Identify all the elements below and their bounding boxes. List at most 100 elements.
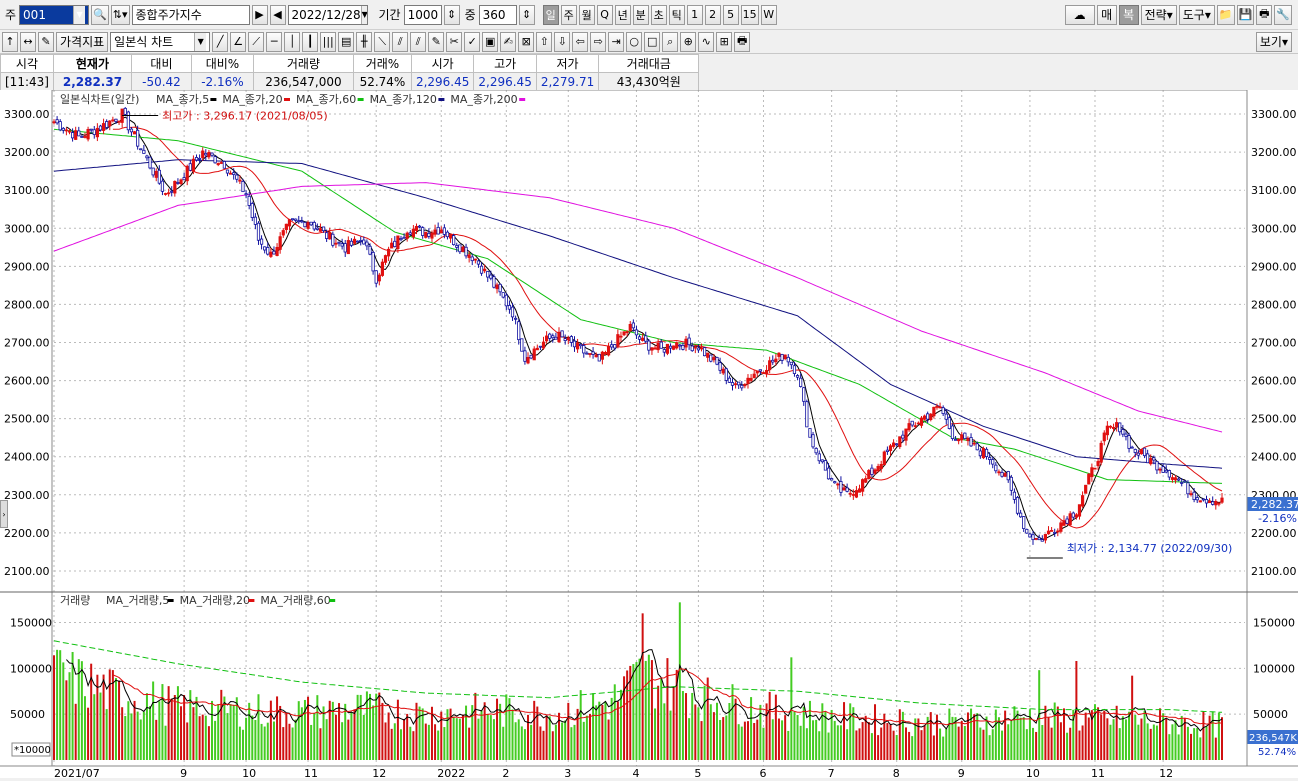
- pen-icon[interactable]: ✎: [428, 31, 445, 52]
- candle-body: [1124, 433, 1128, 437]
- hline-icon[interactable]: ─: [266, 31, 283, 52]
- timeframe-button[interactable]: 년: [614, 4, 631, 25]
- y-tick-label-left: 3300.00: [4, 108, 50, 121]
- volume-scale-note: *10000: [14, 745, 51, 756]
- period-input[interactable]: 1000: [403, 4, 442, 25]
- volume-bar: [997, 717, 1000, 760]
- toolbar-btn-buy[interactable]: 매: [1096, 4, 1117, 25]
- print-icon[interactable]: 🖶: [734, 31, 751, 52]
- timeframe-button[interactable]: 초: [650, 4, 667, 25]
- left-icon[interactable]: ⇦: [572, 31, 589, 52]
- edit-icon[interactable]: ✎: [38, 31, 54, 52]
- bold-vline-icon[interactable]: ┃: [302, 31, 319, 52]
- search-icon[interactable]: 🔍: [91, 4, 109, 25]
- zoom-stepper-icon[interactable]: ⇕: [518, 4, 535, 25]
- square-icon[interactable]: □: [644, 31, 661, 52]
- volume-bar: [1171, 724, 1174, 760]
- wave-icon[interactable]: ∿: [698, 31, 715, 52]
- delete-icon[interactable]: ⊠: [518, 31, 535, 52]
- tools-dropdown[interactable]: 도구 ▾: [1178, 4, 1215, 25]
- magnify-icon[interactable]: ⌕: [662, 31, 679, 52]
- fibo-time-icon[interactable]: |||: [320, 31, 337, 52]
- chart-type-select[interactable]: 일본식 차트 ▼: [110, 31, 211, 52]
- volume-bar: [1025, 729, 1028, 760]
- view-button[interactable]: 보기 ▾: [1255, 31, 1292, 52]
- next-arrow-icon[interactable]: ▶: [251, 4, 268, 25]
- vline-icon[interactable]: │: [284, 31, 301, 52]
- trend-icon[interactable]: ⟋: [248, 31, 265, 52]
- expand-icon[interactable]: ↔: [20, 31, 36, 52]
- calendar-dropdown-icon[interactable]: ▼: [360, 5, 367, 24]
- x-month-label: 5: [694, 767, 701, 778]
- date-input[interactable]: 2022/12/28 ▼: [287, 4, 368, 25]
- right-icon[interactable]: ⇨: [590, 31, 607, 52]
- stock-name-field[interactable]: 종합주가지수: [131, 4, 250, 25]
- cycle-icon[interactable]: ╫: [356, 31, 373, 52]
- high-annotation: 최고가 : 3,296.17 (2021/08/05): [162, 110, 328, 123]
- grid-icon[interactable]: ▤: [338, 31, 355, 52]
- stock-code-input[interactable]: 001 ▼: [19, 4, 90, 25]
- rect-tool-icon[interactable]: ▣: [482, 31, 499, 52]
- prev-arrow-icon[interactable]: ◀: [269, 4, 286, 25]
- up-icon[interactable]: ⇧: [536, 31, 553, 52]
- quote-header: 고가: [473, 54, 537, 73]
- timeframe-button[interactable]: W: [760, 4, 777, 25]
- crosshair-icon[interactable]: ⊕: [680, 31, 697, 52]
- strategy-dropdown[interactable]: 전략 ▾: [1140, 4, 1177, 25]
- stepper-icon[interactable]: ⇕: [443, 4, 460, 25]
- volume-bar: [979, 727, 982, 760]
- candle-body: [489, 274, 493, 279]
- candle-body: [740, 384, 744, 389]
- timeframe-button[interactable]: 틱: [668, 4, 685, 25]
- timeframe-button[interactable]: 월: [578, 4, 595, 25]
- note-icon[interactable]: ✍: [500, 31, 517, 52]
- chart-area[interactable]: 2100.00 2100.00 2200.00 2200.00 2300.00 2300.…: [0, 89, 1298, 780]
- ray-icon[interactable]: ⟍: [374, 31, 391, 52]
- cloud-icon[interactable]: ☁: [1064, 4, 1095, 25]
- angle-icon[interactable]: ∠: [230, 31, 247, 52]
- circle-icon[interactable]: ○: [626, 31, 643, 52]
- candle-body: [746, 377, 750, 385]
- current-change-tag: -2.16%: [1258, 512, 1297, 525]
- up-arrow-icon[interactable]: ↑: [2, 31, 18, 52]
- timeframe-button[interactable]: 15: [740, 4, 759, 25]
- folder-icon[interactable]: 📁: [1216, 4, 1235, 25]
- candle-body: [718, 362, 722, 371]
- chevron-down-icon[interactable]: ▼: [73, 5, 86, 24]
- zoom-input[interactable]: 360: [478, 4, 517, 25]
- timeframe-button[interactable]: 5: [722, 4, 739, 25]
- toolbar-btn-multi[interactable]: 복: [1118, 4, 1139, 25]
- candle-body: [386, 248, 391, 257]
- cut-icon[interactable]: ✂: [446, 31, 463, 52]
- wrench-icon[interactable]: 🔧: [1274, 4, 1292, 25]
- candle-body: [1093, 467, 1097, 470]
- volume-bar: [793, 711, 796, 760]
- candle-body: [430, 232, 434, 239]
- timeframe-button[interactable]: 일: [542, 4, 559, 25]
- candle-body: [1003, 473, 1007, 477]
- line-icon[interactable]: ╱: [212, 31, 229, 52]
- timeframe-button[interactable]: 분: [632, 4, 649, 25]
- volume-bar: [136, 711, 139, 760]
- table-icon[interactable]: ⊞: [716, 31, 733, 52]
- volume-bar: [133, 700, 136, 760]
- volume-bar: [1100, 714, 1103, 760]
- sort-icon[interactable]: ⇅▾: [110, 4, 130, 25]
- print-icon[interactable]: 🖶: [1256, 4, 1273, 25]
- candle-body: [185, 165, 189, 182]
- timeframe-button[interactable]: 1: [686, 4, 703, 25]
- timeframe-button[interactable]: 2: [704, 4, 721, 25]
- save-icon[interactable]: 💾: [1236, 4, 1255, 25]
- parallel-icon[interactable]: ⫽: [410, 31, 427, 52]
- indicator-button[interactable]: 가격지표: [56, 31, 109, 52]
- volume-bar: [548, 716, 551, 760]
- end-icon[interactable]: ⇥: [608, 31, 625, 52]
- chevron-down-icon[interactable]: ▼: [194, 32, 207, 51]
- channel-icon[interactable]: ⫽: [392, 31, 409, 52]
- check-icon[interactable]: ✓: [464, 31, 481, 52]
- timeframe-button[interactable]: Q: [596, 4, 613, 25]
- timeframe-button[interactable]: 주: [560, 4, 577, 25]
- chevron-right-icon[interactable]: ›: [0, 500, 8, 528]
- down-icon[interactable]: ⇩: [554, 31, 571, 52]
